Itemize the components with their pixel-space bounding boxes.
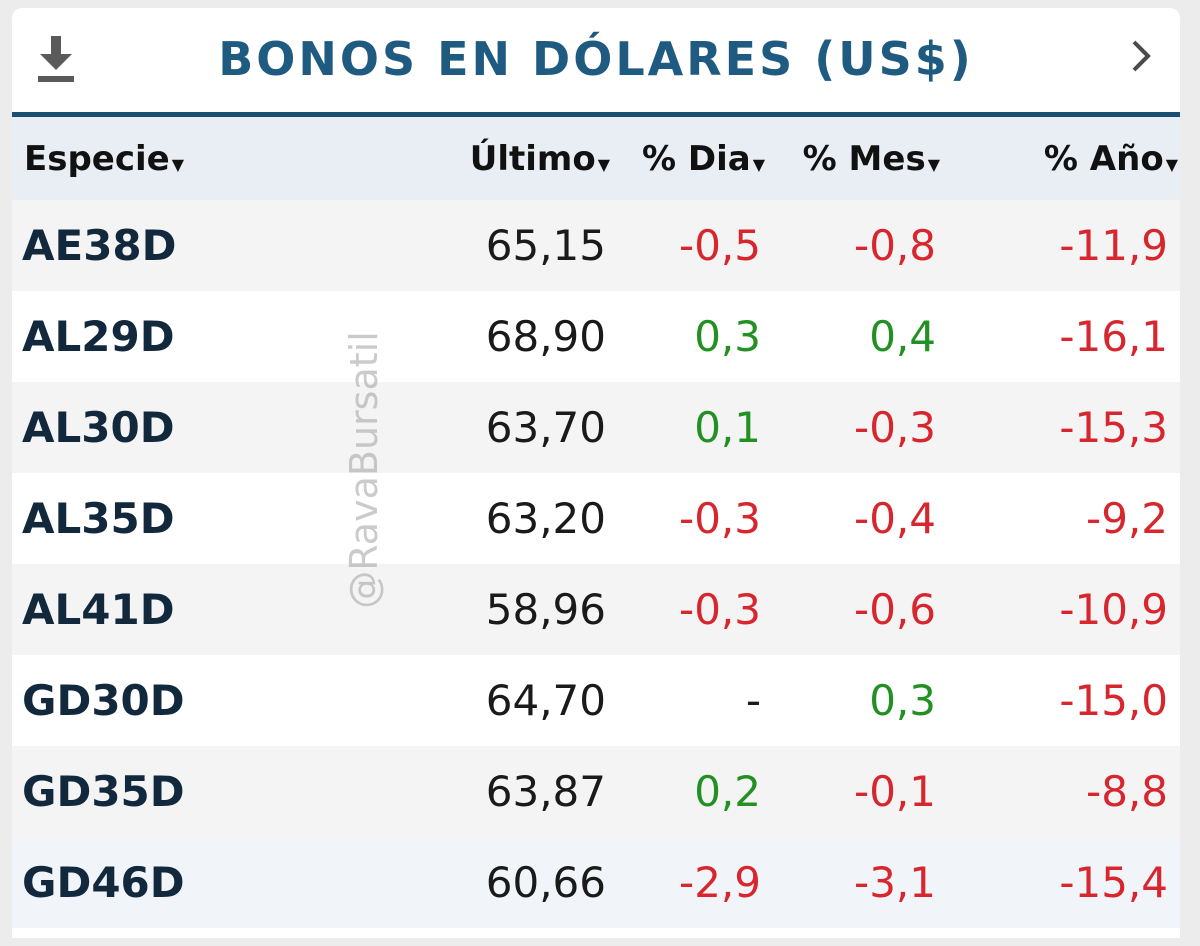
dia-cell: 0,3 — [694, 312, 761, 361]
panel-title: BONOS EN DÓLARES (US$) — [218, 32, 974, 86]
mes-cell: -0,4 — [854, 494, 936, 543]
column-header-mes[interactable]: % Mes ▼ — [802, 138, 940, 179]
especie-cell[interactable]: AL29D — [22, 312, 175, 361]
mes-cell: 0,3 — [869, 676, 936, 725]
dia-cell: - — [745, 676, 761, 725]
caret-down-icon: ▼ — [752, 154, 765, 174]
table-row[interactable]: AE38D 65,15 -0,5 -0,8 -11,9 — [12, 200, 1180, 291]
ultimo-cell: 63,70 — [485, 403, 606, 452]
column-header-ultimo[interactable]: Último ▼ — [469, 138, 610, 179]
table-row[interactable]: GD46D 60,66 -2,9 -3,1 -15,4 — [12, 837, 1180, 928]
caret-down-icon: ▼ — [171, 154, 185, 174]
mes-cell: 0,4 — [869, 312, 936, 361]
table-row[interactable]: AL41D 58,96 -0,3 -0,6 -10,9 — [12, 564, 1180, 655]
dia-cell: -0,3 — [679, 585, 761, 634]
panel-header: BONOS EN DÓLARES (US$) — [12, 8, 1180, 117]
ultimo-cell: 65,15 — [485, 221, 606, 270]
especie-cell[interactable]: AL35D — [22, 494, 175, 543]
ultimo-cell: 64,70 — [485, 676, 606, 725]
especie-cell[interactable]: GD46D — [22, 858, 185, 907]
dia-cell: 0,1 — [694, 403, 761, 452]
mes-cell: -3,1 — [854, 858, 936, 907]
caret-down-icon: ▼ — [927, 154, 940, 174]
anio-cell: -15,4 — [1059, 858, 1168, 907]
especie-cell[interactable]: GD30D — [22, 676, 185, 725]
anio-cell: -10,9 — [1059, 585, 1168, 634]
ultimo-cell: 58,96 — [485, 585, 606, 634]
anio-cell: -9,2 — [1086, 494, 1168, 543]
mes-cell: -0,3 — [854, 403, 936, 452]
column-header-especie[interactable]: Especie ▼ — [24, 138, 185, 179]
ultimo-cell: 68,90 — [485, 312, 606, 361]
dia-cell: -0,3 — [679, 494, 761, 543]
download-icon[interactable] — [36, 36, 76, 84]
ultimo-cell: 60,66 — [485, 858, 606, 907]
especie-cell[interactable]: AL30D — [22, 403, 175, 452]
ultimo-cell: 63,87 — [485, 767, 606, 816]
mes-cell: -0,1 — [854, 767, 936, 816]
especie-cell[interactable]: AE38D — [22, 221, 177, 270]
table-row[interactable]: GD35D 63,87 0,2 -0,1 -8,8 — [12, 746, 1180, 837]
table-header-row: Especie ▼ Último ▼ % Dia ▼ % Mes ▼ % Año ▼ — [12, 117, 1180, 200]
especie-cell[interactable]: AL41D — [22, 585, 175, 634]
anio-cell: -8,8 — [1086, 767, 1168, 816]
table-row[interactable]: GD30D 64,70 - 0,3 -15,0 — [12, 655, 1180, 746]
mes-cell: -0,8 — [854, 221, 936, 270]
dia-cell: -0,5 — [679, 221, 761, 270]
caret-down-icon: ▼ — [597, 154, 610, 174]
chevron-right-icon[interactable] — [1128, 38, 1154, 74]
table-row[interactable]: AL30D 63,70 0,1 -0,3 -15,3 — [12, 382, 1180, 473]
anio-cell: -15,3 — [1059, 403, 1168, 452]
column-header-anio[interactable]: % Año ▼ — [1043, 138, 1178, 179]
bonds-table: Especie ▼ Último ▼ % Dia ▼ % Mes ▼ % Año ▼ AE… — [12, 117, 1180, 928]
especie-cell[interactable]: GD35D — [22, 767, 185, 816]
anio-cell: -15,0 — [1059, 676, 1168, 725]
table-row[interactable]: AL35D 63,20 -0,3 -0,4 -9,2 — [12, 473, 1180, 564]
dia-cell: 0,2 — [694, 767, 761, 816]
bonos-panel: BONOS EN DÓLARES (US$) Especie ▼ Último ▼ … — [12, 8, 1180, 938]
anio-cell: -11,9 — [1059, 221, 1168, 270]
mes-cell: -0,6 — [854, 585, 936, 634]
anio-cell: -16,1 — [1059, 312, 1168, 361]
ultimo-cell: 63,20 — [485, 494, 606, 543]
dia-cell: -2,9 — [679, 858, 761, 907]
table-row[interactable]: AL29D 68,90 0,3 0,4 -16,1 — [12, 291, 1180, 382]
column-header-dia[interactable]: % Dia ▼ — [641, 138, 765, 179]
caret-down-icon: ▼ — [1165, 154, 1178, 174]
